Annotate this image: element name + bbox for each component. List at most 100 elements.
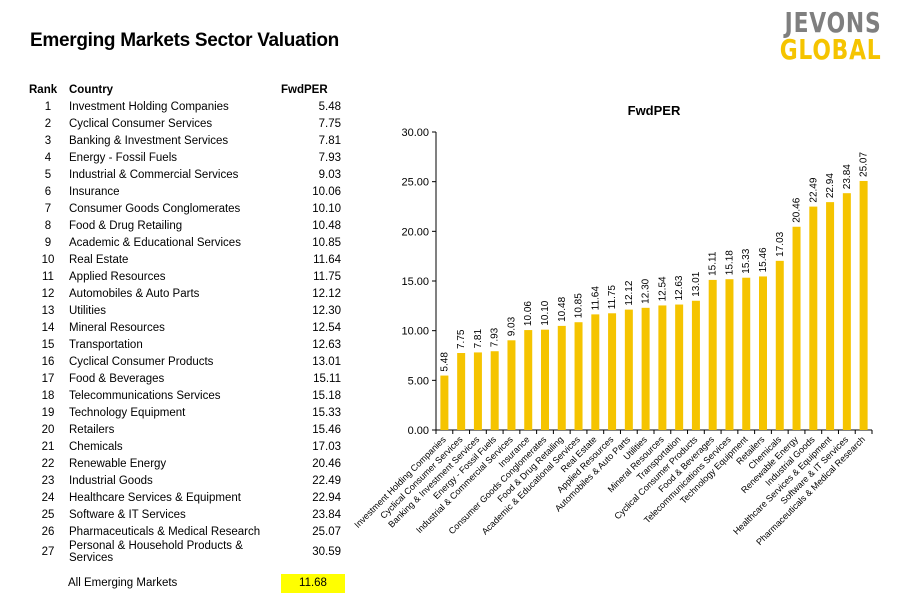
rank-cell: 7 [44, 202, 52, 215]
rank-cell: 6 [44, 185, 52, 198]
value-cell: 13.01 [312, 355, 341, 368]
value-cell: 30.59 [312, 546, 341, 558]
data-label: 15.11 [708, 251, 719, 276]
value-cell: 12.12 [312, 287, 341, 300]
table-row: 5 Industrial & Commercial Services 9.03 [29, 166, 361, 183]
data-label: 5.48 [439, 352, 450, 372]
bar [759, 276, 767, 430]
country-cell: Cyclical Consumer Products [69, 355, 214, 368]
y-tick-label: 30.00 [401, 127, 429, 139]
country-cell: Applied Resources [69, 270, 166, 283]
country-cell: Food & Drug Retailing [69, 219, 183, 232]
data-label: 13.01 [691, 271, 702, 296]
y-tick-label: 15.00 [401, 276, 429, 288]
data-label: 22.94 [825, 173, 836, 198]
country-cell: Investment Holding Companies [69, 100, 229, 113]
bar [624, 309, 633, 430]
rank-cell: 27 [41, 546, 55, 558]
rank-cell: 24 [41, 491, 55, 504]
country-cell: Renewable Energy [69, 457, 167, 470]
table-row: 23 Industrial Goods 22.49 [29, 472, 361, 489]
data-label: 12.30 [641, 278, 652, 303]
country-cell: Personal & Household Products & Services [69, 540, 243, 564]
rank-cell: 2 [44, 117, 52, 130]
value-cell: 9.03 [318, 168, 341, 181]
value-cell: 10.10 [312, 202, 341, 215]
country-cell: Consumer Goods Conglomerates [69, 202, 241, 215]
bar [490, 351, 499, 430]
country-cell: Chemicals [69, 440, 123, 453]
table-row: 4 Energy - Fossil Fuels 7.93 [29, 149, 361, 166]
logo-line-2: GLOBAL [779, 32, 881, 66]
value-cell: 15.11 [313, 372, 341, 385]
rank-cell: 15 [41, 338, 55, 351]
bar [658, 305, 667, 430]
value-cell: 22.94 [312, 491, 341, 504]
bar [574, 322, 583, 430]
rank-cell: 19 [41, 406, 55, 419]
bar [457, 353, 466, 430]
page-title: Emerging Markets Sector Valuation [30, 30, 339, 51]
value-cell: 20.46 [312, 457, 341, 470]
y-tick-label: 5.00 [408, 375, 429, 387]
data-label: 15.46 [758, 247, 769, 272]
value-cell: 7.75 [318, 117, 341, 130]
bar [742, 277, 751, 430]
value-cell: 10.85 [312, 236, 341, 249]
rank-cell: 1 [44, 100, 52, 113]
data-label: 7.81 [473, 329, 484, 349]
rank-cell: 18 [41, 389, 55, 402]
value-cell: 7.93 [318, 151, 341, 164]
value-cell: 10.48 [312, 219, 341, 232]
value-cell: 15.33 [312, 406, 341, 419]
country-cell: Insurance [69, 185, 120, 198]
data-label: 22.49 [808, 177, 819, 202]
country-cell: Transportation [69, 338, 143, 351]
value-cell: 25.07 [312, 525, 341, 538]
value-cell: 17.03 [312, 440, 341, 453]
table-row: 9 Academic & Educational Services 10.85 [29, 234, 361, 251]
value-cell: 11.64 [313, 253, 341, 266]
y-tick-label: 20.00 [401, 226, 429, 238]
rank-cell: 16 [41, 355, 55, 368]
value-cell: 15.46 [312, 423, 341, 436]
brand-logo: JEVONS GLOBAL [779, 6, 881, 66]
y-tick-label: 25.00 [401, 177, 429, 189]
country-cell: Industrial Goods [69, 474, 153, 487]
summary-label: All Emerging Markets [68, 577, 178, 589]
rank-cell: 9 [44, 236, 52, 249]
country-cell: Cyclical Consumer Services [69, 117, 213, 130]
bar [842, 193, 851, 430]
bar [591, 314, 600, 430]
country-cell: Industrial & Commercial Services [69, 168, 239, 181]
data-label: 23.84 [842, 164, 853, 189]
value-cell: 12.54 [312, 321, 341, 334]
rank-cell: 3 [44, 134, 52, 147]
table-row: 17 Food & Beverages 15.11 [29, 370, 361, 387]
country-cell: Software & IT Services [69, 508, 186, 521]
data-label: 11.64 [590, 286, 601, 311]
table-row: 10 Real Estate 11.64 [29, 251, 361, 268]
table-row: 7 Consumer Goods Conglomerates 10.10 [29, 200, 361, 217]
data-label: 15.33 [741, 248, 752, 273]
country-cell: Banking & Investment Services [69, 134, 229, 147]
rank-cell: 5 [44, 168, 52, 181]
data-label: 11.75 [607, 285, 618, 310]
data-label: 10.06 [523, 301, 534, 326]
rank-cell: 21 [41, 440, 55, 453]
table-row: 6 Insurance 10.06 [29, 183, 361, 200]
country-cell: Retailers [69, 423, 115, 436]
logo-line-1: JEVONS [784, 6, 881, 39]
bar [859, 180, 868, 430]
data-label: 20.46 [792, 197, 803, 222]
data-label: 9.03 [506, 316, 517, 336]
rank-cell: 10 [41, 253, 55, 266]
table-row: 2 Cyclical Consumer Services 7.75 [29, 115, 361, 132]
table-row: 12 Automobiles & Auto Parts 12.12 [29, 285, 361, 302]
bar [641, 307, 650, 430]
bar [809, 206, 818, 430]
table-row: 21 Chemicals 17.03 [29, 438, 361, 455]
rank-cell: 11 [42, 270, 54, 283]
chart-title: FwdPER [628, 103, 681, 118]
data-label: 10.10 [540, 300, 551, 325]
